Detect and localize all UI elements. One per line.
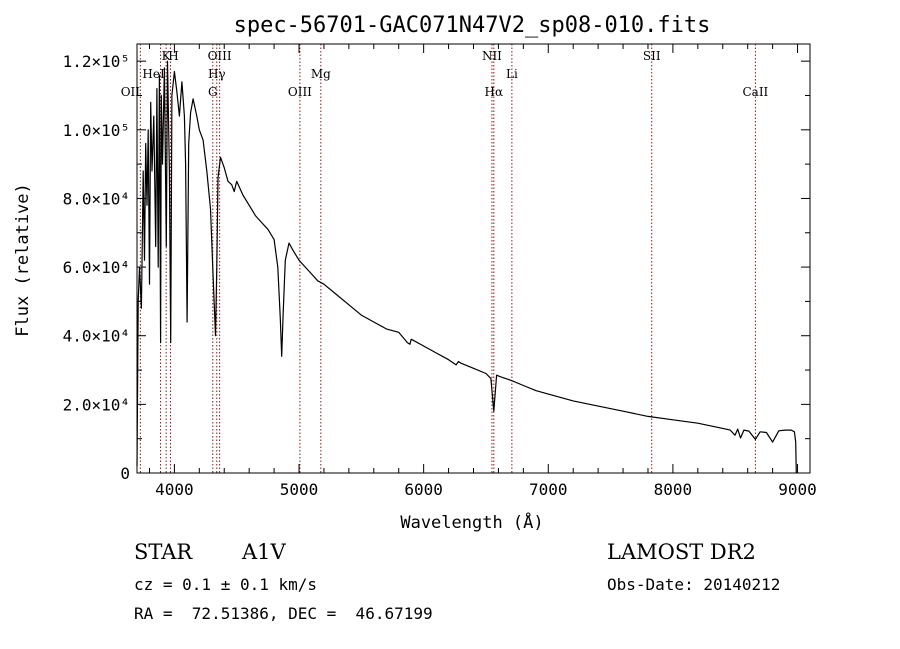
coordinates-text: RA = 72.51386, DEC = 46.67199 xyxy=(134,604,433,623)
y-tick-label-0: 0 xyxy=(120,464,130,483)
redshift-text: cz = 0.1 ± 0.1 km/s xyxy=(134,575,318,594)
line-label-10: Hα xyxy=(485,85,504,99)
object-class: STAR xyxy=(134,540,193,564)
obs-date-text: Obs-Date: 20140212 xyxy=(607,575,781,594)
line-label-6: OIII xyxy=(208,49,232,63)
x-tick-label-9000: 9000 xyxy=(778,480,817,499)
line-label-13: CaII xyxy=(742,85,768,99)
y-axis-ticks: 0 2.0×10⁴ 4.0×10⁴ 6.0×10⁴ 8.0×10⁴ 1.0×10⁵ 1.2×… xyxy=(63,52,810,483)
line-label-0: OII xyxy=(121,85,141,99)
line-label-7: OIII xyxy=(288,85,312,99)
line-label-11: Li xyxy=(506,67,518,81)
survey-name: LAMOST DR2 xyxy=(607,540,756,564)
x-tick-label-4000: 4000 xyxy=(155,480,194,499)
y-tick-label-100000: 1.0×10⁵ xyxy=(63,121,130,140)
line-label-5: Hγ xyxy=(208,67,226,81)
object-subclass: A1V xyxy=(242,540,286,564)
plot-frame xyxy=(136,43,811,474)
chart-title: spec-56701-GAC071N47V2_sp08-010.fits xyxy=(234,13,711,38)
y-tick-label-60000: 6.0×10⁴ xyxy=(63,258,130,277)
x-tick-label-8000: 8000 xyxy=(654,480,693,499)
y-axis-label: Flux (relative) xyxy=(13,183,33,337)
x-tick-label-7000: 7000 xyxy=(529,480,568,499)
x-axis-ticks: 4000 5000 6000 7000 8000 9000 xyxy=(148,44,817,499)
x-tick-label-6000: 6000 xyxy=(404,480,443,499)
y-tick-label-40000: 4.0×10⁴ xyxy=(63,327,130,346)
spectrum-line xyxy=(136,60,797,474)
line-label-3: HeI xyxy=(142,67,165,81)
y-tick-label-80000: 8.0×10⁴ xyxy=(63,189,130,208)
line-label-9: NII xyxy=(482,49,502,63)
y-tick-label-20000: 2.0×10⁴ xyxy=(63,395,130,414)
y-tick-label-120000: 1.2×10⁵ xyxy=(63,52,130,71)
x-tick-label-5000: 5000 xyxy=(280,480,319,499)
line-label-8: Mg xyxy=(311,67,331,81)
x-axis-label: Wavelength (Å) xyxy=(400,511,543,533)
line-label-4: G xyxy=(208,85,218,99)
line-label-1: K xyxy=(162,49,172,63)
spectral-line-markers xyxy=(139,44,756,473)
line-label-12: SII xyxy=(643,49,661,63)
line-label-2: H xyxy=(168,49,178,63)
